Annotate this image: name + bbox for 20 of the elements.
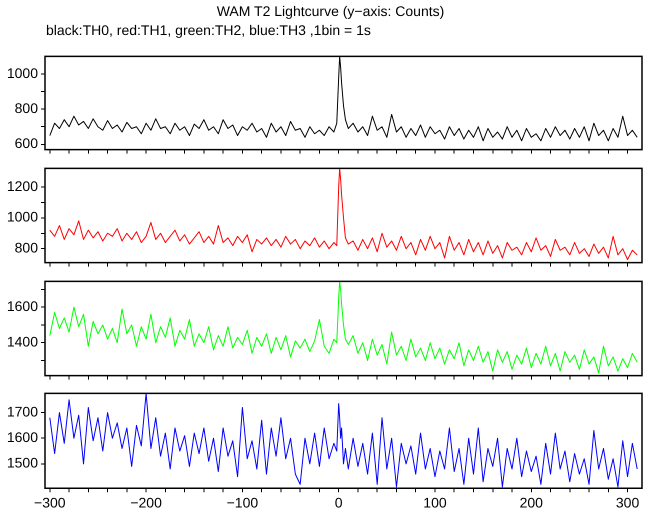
chart-subtitle: black:TH0, red:TH1, green:TH2, blue:TH3 ,1bin = 1s bbox=[46, 22, 371, 38]
x-tick-label: −300 bbox=[34, 494, 66, 510]
y-tick-label: 1200 bbox=[6, 178, 38, 194]
y-tick-label: 1700 bbox=[6, 403, 38, 420]
x-tick-label: 200 bbox=[520, 494, 544, 510]
chart-title: WAM T2 Lightcurve (y−axis: Counts) bbox=[216, 3, 446, 19]
y-tick-label: 1600 bbox=[6, 298, 38, 314]
y-tick-label: 800 bbox=[14, 100, 38, 116]
y-tick-label: 1000 bbox=[6, 208, 38, 225]
x-tick-label: 300 bbox=[616, 494, 640, 510]
y-tick-label: 1600 bbox=[6, 429, 38, 446]
x-tick-label: 100 bbox=[423, 494, 447, 510]
y-tick-label: 800 bbox=[14, 240, 38, 256]
y-tick-label: 600 bbox=[14, 135, 38, 152]
x-tick-label: −100 bbox=[226, 494, 258, 510]
x-tick-label: 0 bbox=[334, 494, 343, 510]
y-tick-label: 1500 bbox=[6, 454, 38, 471]
x-tick-label: −200 bbox=[130, 494, 162, 510]
y-tick-label: 1400 bbox=[6, 334, 38, 350]
y-tick-label: 1000 bbox=[6, 64, 38, 81]
